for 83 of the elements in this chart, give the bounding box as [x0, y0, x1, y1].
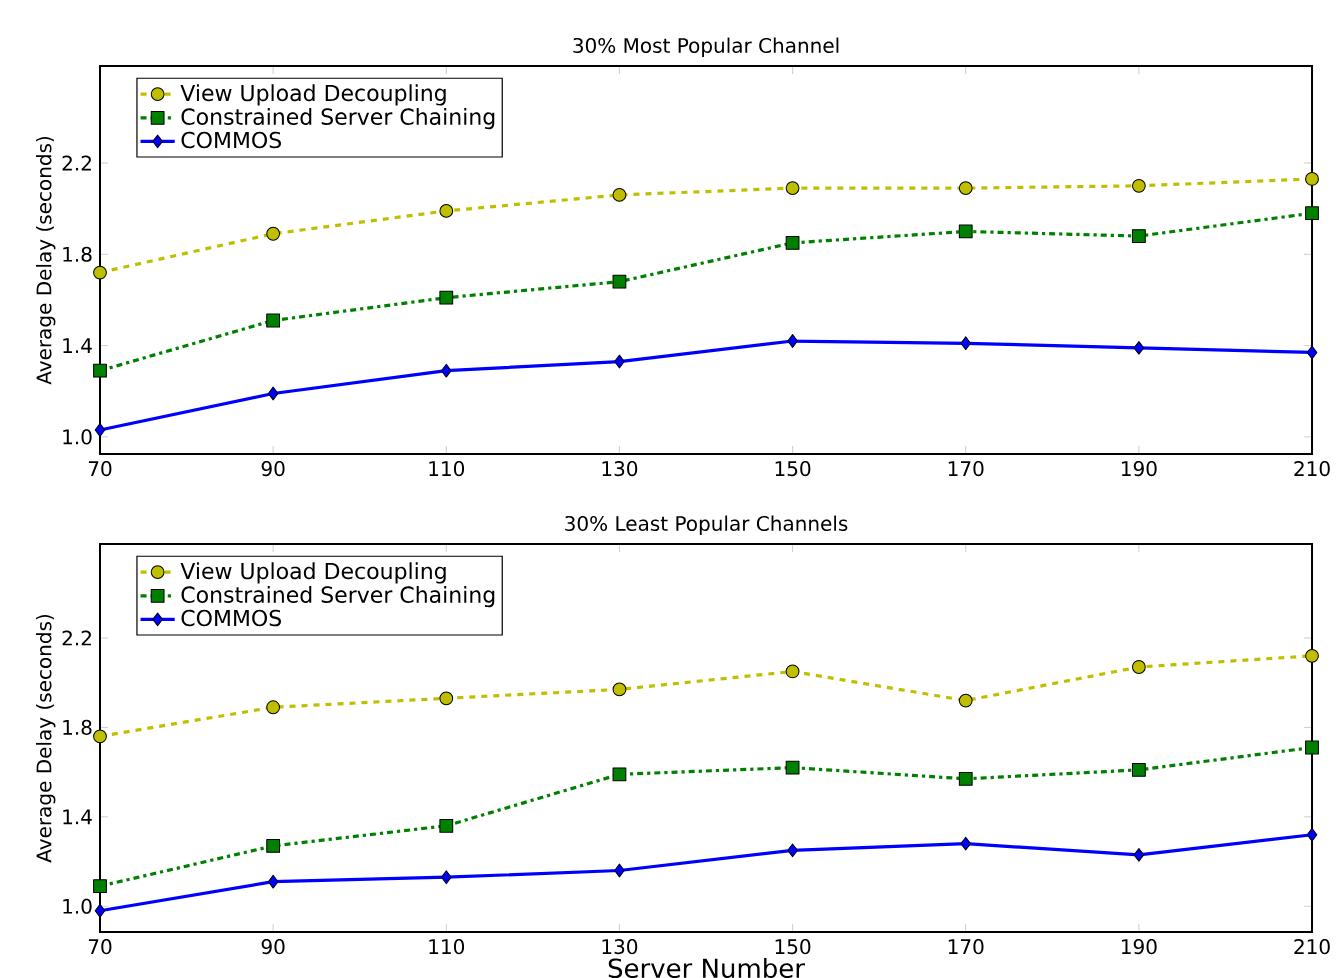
x-tick-label: 70: [88, 939, 112, 955]
x-tick-label: 110: [429, 939, 465, 955]
point: [1131, 762, 1146, 777]
x-tick-label: 210: [1294, 461, 1330, 477]
point: [612, 767, 627, 782]
point: [439, 818, 454, 833]
point: [1305, 648, 1319, 663]
x-axis-title: Server Number: [608, 957, 805, 978]
point: [958, 771, 973, 786]
point: [958, 224, 973, 239]
x-tick-label: 70: [88, 461, 112, 477]
x-tick-label: 210: [1294, 939, 1330, 955]
point: [1131, 229, 1146, 243]
point: [960, 336, 972, 351]
point: [93, 879, 107, 894]
point: [267, 874, 279, 889]
point: [266, 700, 281, 715]
y-tick-label: 2.2: [62, 155, 91, 171]
x-tick-label: 190: [1121, 461, 1157, 477]
y-tick-label: 1.4: [63, 809, 92, 825]
point: [785, 235, 800, 250]
legend-label: View Upload Decoupling: [180, 84, 446, 106]
point: [267, 386, 279, 401]
point: [439, 204, 454, 218]
y-tick-label: 1.0: [63, 429, 92, 445]
x-tick-label: 90: [261, 461, 285, 477]
x-tick-label: 150: [775, 939, 811, 955]
point: [614, 354, 625, 369]
y-axis-title: Average Delay (seconds): [36, 614, 56, 863]
point: [266, 313, 281, 328]
point: [1306, 827, 1318, 842]
point: [439, 691, 454, 706]
point: [785, 760, 800, 775]
point: [958, 693, 973, 708]
point: [612, 188, 627, 202]
point: [93, 265, 107, 280]
y-tick-label: 1.4: [63, 338, 92, 353]
point: [960, 836, 972, 851]
point: [93, 363, 107, 378]
legend-label: COMMOS: [181, 131, 281, 149]
point: [614, 863, 625, 878]
point: [1131, 178, 1146, 193]
x-tick-label: 150: [775, 461, 811, 477]
x-tick-label: 170: [948, 939, 984, 955]
point: [439, 290, 454, 305]
legend-label: Constrained Server Chaining: [181, 585, 495, 608]
legend-label: COMMOS: [181, 609, 281, 627]
point: [1306, 345, 1318, 360]
point: [787, 843, 798, 858]
x-tick-label: 130: [602, 939, 638, 955]
point: [785, 181, 800, 195]
x-tick-label: 110: [429, 461, 465, 477]
chart-title: 30% Least Popular Channels: [565, 515, 848, 535]
point: [266, 839, 281, 853]
point: [441, 870, 452, 885]
point: [958, 181, 973, 195]
y-axis-title: Average Delay (seconds): [36, 136, 56, 385]
y-tick-label: 1.8: [63, 246, 92, 262]
point: [1131, 660, 1146, 674]
x-tick-label: 190: [1121, 939, 1157, 955]
point: [266, 226, 281, 241]
point: [1305, 172, 1319, 186]
y-tick-label: 2.2: [62, 630, 91, 646]
point: [93, 729, 107, 744]
x-tick-label: 90: [261, 939, 285, 955]
point: [612, 682, 627, 697]
point: [1305, 206, 1319, 221]
point: [1133, 847, 1145, 862]
point: [787, 334, 798, 348]
point: [1305, 740, 1319, 755]
y-tick-label: 1.0: [63, 898, 92, 914]
chart-title: 30% Most Popular Channel: [573, 37, 839, 57]
x-tick-label: 130: [602, 461, 638, 477]
legend-label: View Upload Decoupling: [180, 562, 446, 584]
point: [1133, 340, 1145, 355]
legend-label: Constrained Server Chaining: [181, 107, 495, 130]
point: [94, 903, 106, 918]
point: [94, 423, 106, 437]
x-tick-label: 170: [948, 461, 984, 477]
point: [441, 363, 452, 378]
point: [785, 664, 800, 679]
point: [612, 274, 627, 289]
y-tick-label: 1.8: [63, 719, 92, 735]
